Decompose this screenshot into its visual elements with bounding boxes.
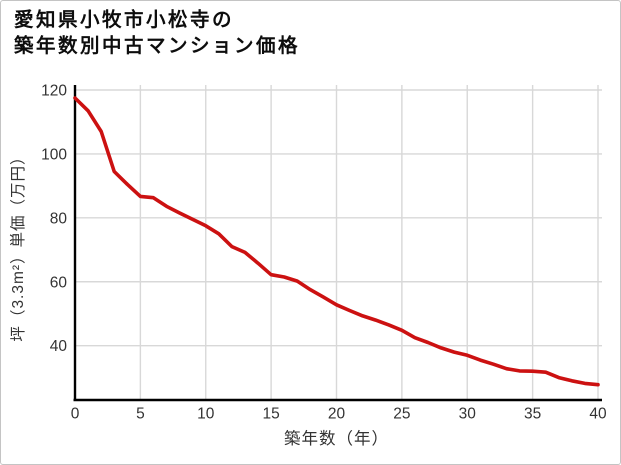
y-tick-label: 60 — [50, 274, 68, 291]
y-tick-label: 120 — [41, 83, 67, 100]
x-tick-label: 15 — [263, 406, 280, 423]
y-tick-label: 80 — [50, 210, 68, 227]
x-tick-label: 10 — [197, 406, 215, 423]
price-line — [73, 96, 600, 387]
x-tick-label: 0 — [71, 406, 80, 423]
x-tick-label: 35 — [524, 406, 541, 423]
x-tick-label: 20 — [328, 406, 346, 423]
chart-title: 愛知県小牧市小松寺の 築年数別中古マンション価格 — [14, 8, 300, 59]
y-tick-label: 40 — [50, 338, 68, 355]
x-tick-label: 30 — [459, 406, 477, 423]
y-tick-label: 100 — [41, 146, 67, 163]
y-axis-title: 坪（3.3m²）単価（万円） — [9, 148, 27, 341]
chart-title-line-2: 築年数別中古マンション価格 — [14, 34, 301, 57]
x-tick-label: 25 — [393, 406, 410, 423]
chart-title-line-1: 愛知県小牧市小松寺の — [14, 9, 235, 31]
x-tick-label: 40 — [589, 406, 607, 423]
x-axis-title: 築年数（年） — [284, 429, 389, 448]
x-tick-label: 5 — [136, 406, 145, 423]
